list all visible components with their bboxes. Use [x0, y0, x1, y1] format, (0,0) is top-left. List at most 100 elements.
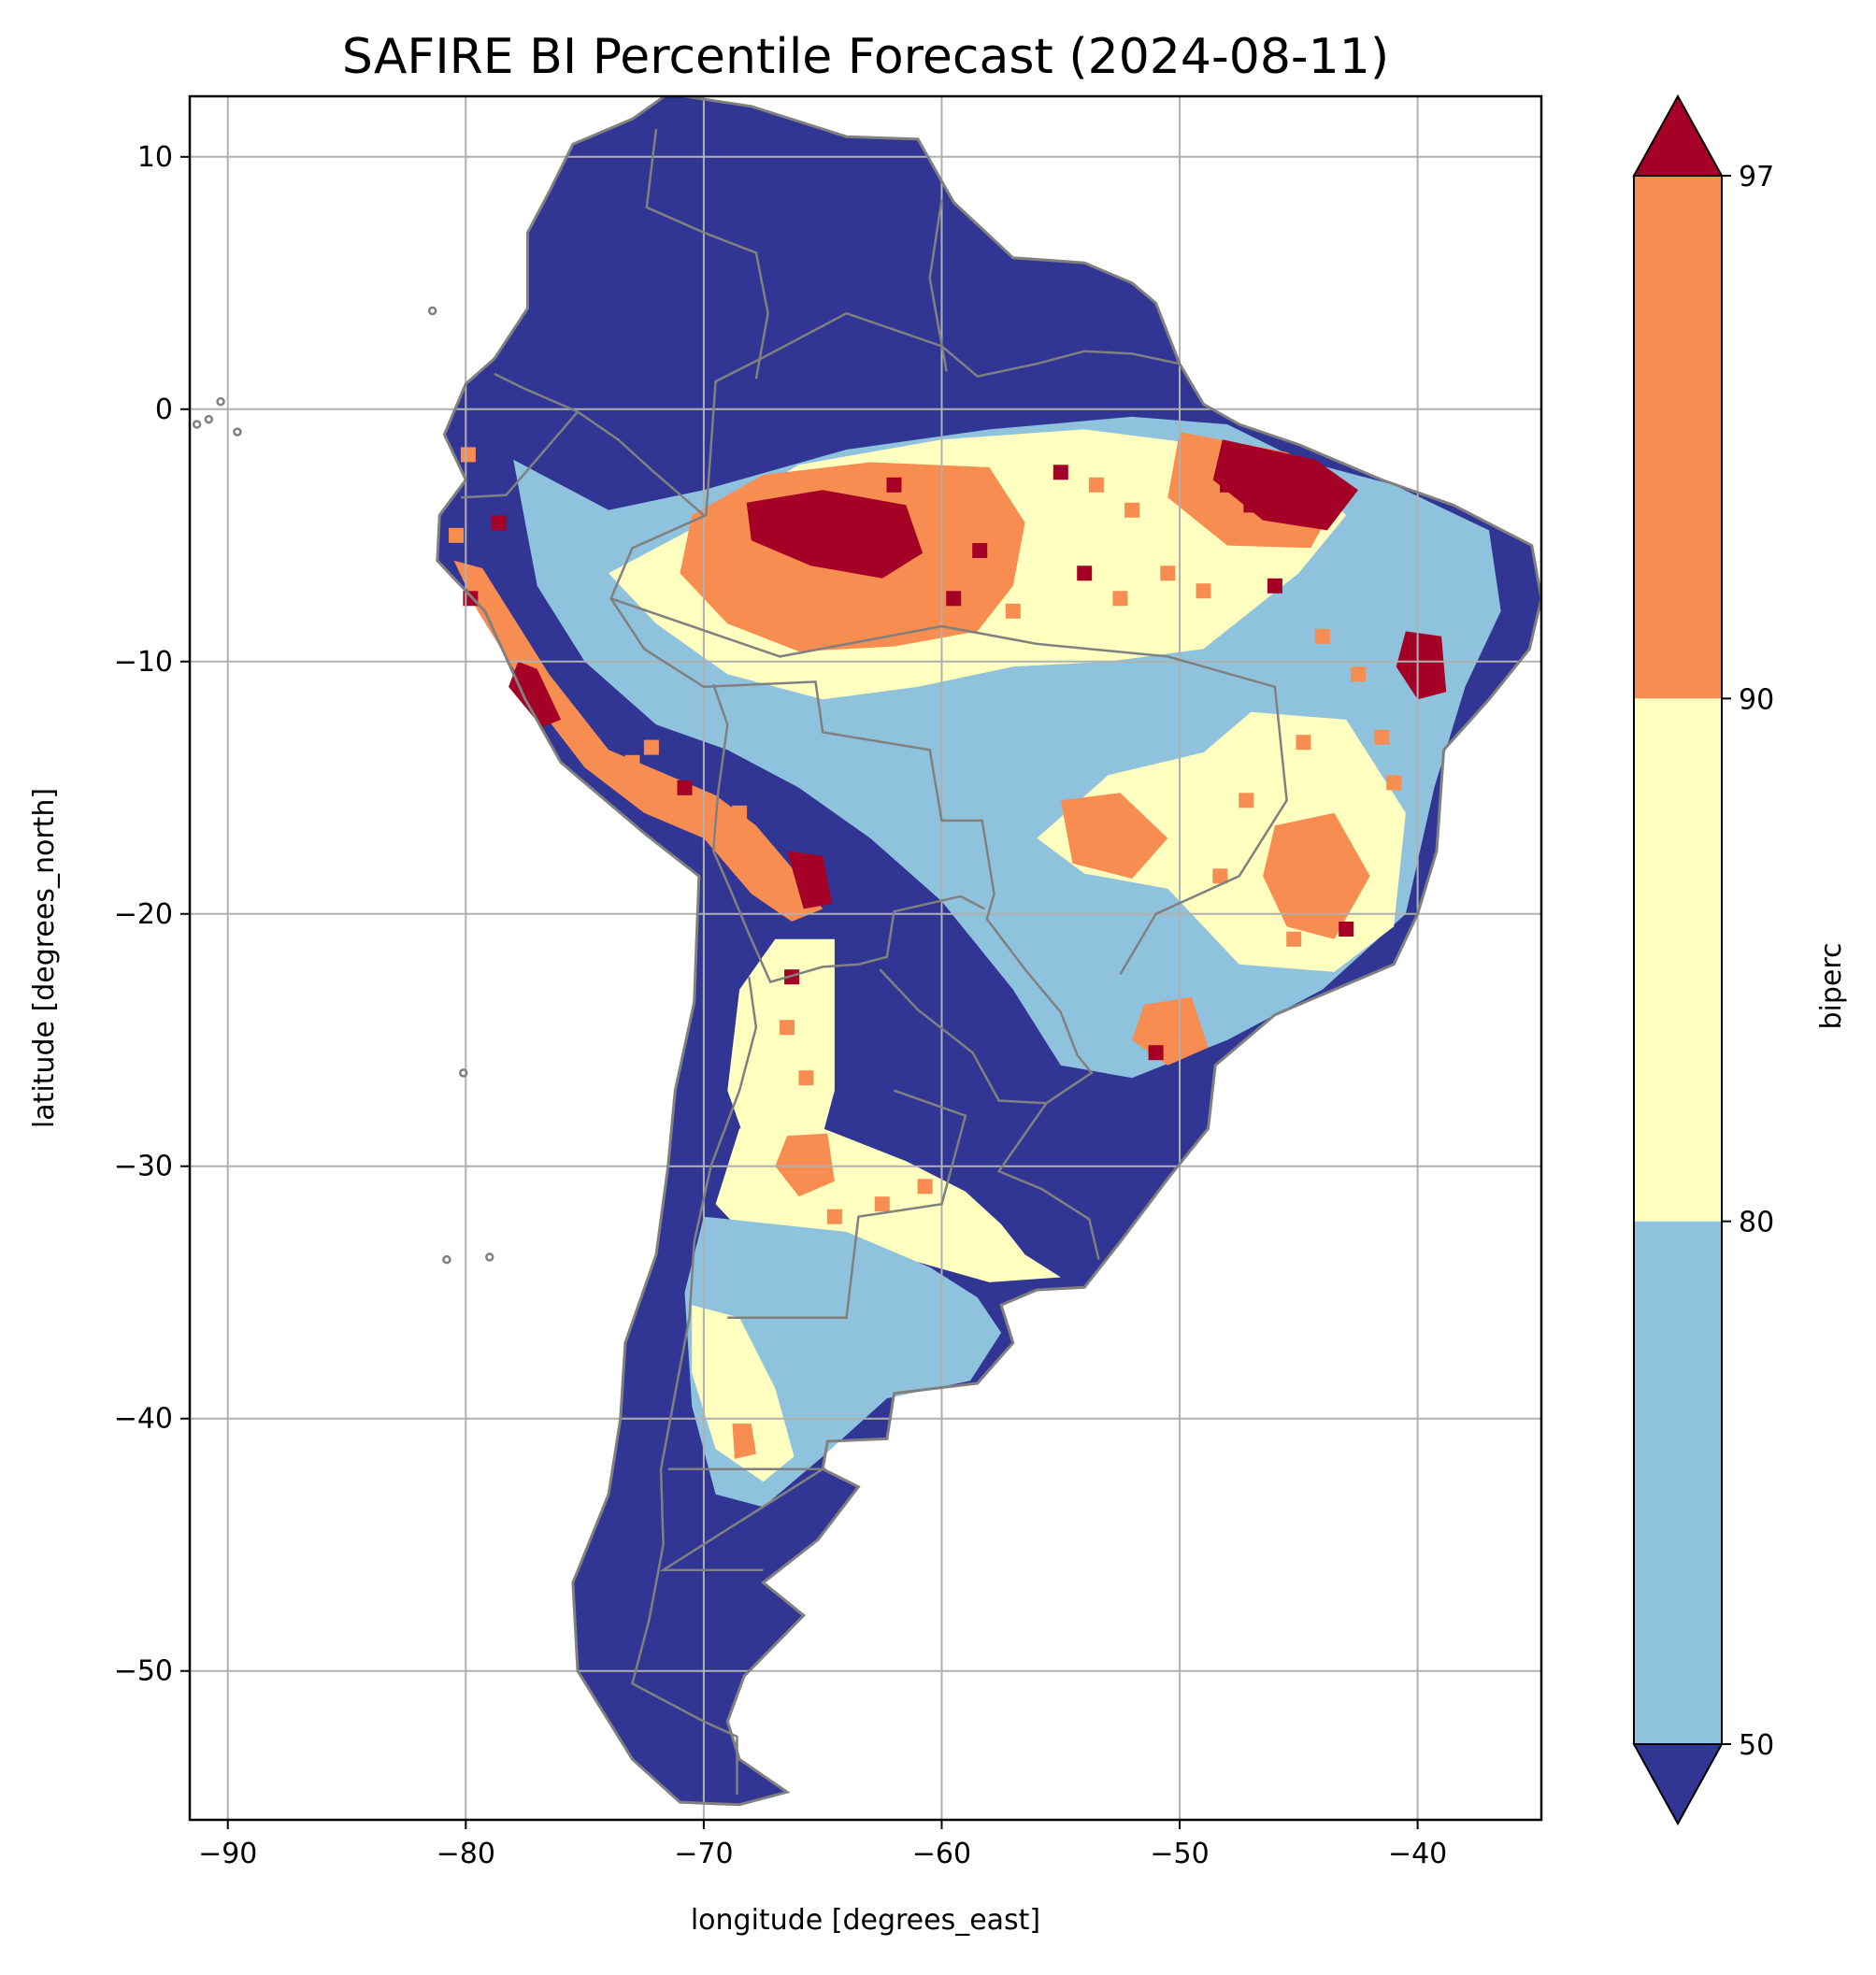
y-tick-label: −50	[114, 1655, 173, 1688]
y-tick-label: 0	[155, 394, 173, 426]
mato-grosso-orange	[1060, 793, 1168, 879]
border-brazil	[609, 311, 1181, 1260]
raster-speckle	[874, 1196, 890, 1212]
raster-speckle	[732, 805, 748, 821]
island	[485, 1252, 494, 1262]
y-tick-label: −40	[114, 1403, 173, 1436]
colorbar-bin	[1634, 176, 1722, 699]
raster-speckle	[1005, 603, 1021, 619]
x-tick-label: −50	[1150, 1838, 1209, 1870]
colorbar-frame	[1633, 175, 1723, 1745]
border-guianas	[928, 199, 948, 372]
x-axis: −90 −80 −70 −60 −50 −40	[198, 1820, 1447, 1870]
raster-speckle	[1112, 591, 1128, 607]
coastline	[436, 96, 1541, 1807]
map-area	[190, 96, 1541, 1820]
patagonia-yellow	[692, 1305, 795, 1482]
raster-speckle	[1351, 666, 1366, 682]
raster-speckle	[1296, 735, 1311, 751]
border-argentina-provinces	[727, 1089, 967, 1319]
raster-speckle	[1267, 578, 1282, 594]
border-brazil-states	[610, 597, 1288, 976]
raster-speckle	[946, 591, 962, 607]
y-tick-label: 10	[137, 141, 173, 174]
raster-speckle	[1314, 628, 1330, 644]
andes-hotspot	[508, 661, 562, 727]
raster-speckle	[460, 447, 476, 463]
x-tick-label: −70	[674, 1838, 733, 1870]
raster-speckle	[1262, 465, 1278, 480]
raster-speckle	[1220, 477, 1235, 493]
colorbar-tick-label: 90	[1739, 683, 1774, 716]
y-tick-label: −20	[114, 898, 173, 931]
raster-speckle	[643, 739, 659, 755]
border-argentina-south	[659, 1467, 827, 1571]
raster-speckle	[972, 543, 988, 558]
axes-frame	[188, 94, 1543, 1822]
raster-speckle	[1286, 931, 1302, 947]
raster-speckle	[492, 515, 507, 531]
raster-speckle	[886, 477, 902, 493]
minas-orange	[1263, 812, 1370, 939]
raster-speckle	[1386, 775, 1402, 791]
island	[192, 420, 202, 429]
raster-speckle	[1339, 922, 1354, 937]
raster-speckle	[1167, 1017, 1182, 1033]
chart-title: SAFIRE BI Percentile Forecast (2024-08-1…	[342, 29, 1389, 85]
andes-orange-north	[453, 560, 823, 922]
island	[233, 427, 242, 437]
island	[427, 306, 437, 316]
raster-speckle	[826, 1209, 842, 1224]
patagonia-orange	[732, 1424, 756, 1459]
raster-speckle	[917, 1179, 933, 1195]
colorbar-bin	[1634, 1221, 1722, 1744]
border-paraguay	[879, 968, 1047, 1105]
island	[459, 1068, 468, 1078]
raster-speckle	[1196, 583, 1211, 599]
x-tick-label: −60	[912, 1838, 971, 1870]
raster-speckle	[624, 754, 640, 770]
y-axis: 10 0 −10 −20 −30 −40 −50	[114, 141, 190, 1688]
raster-speckle	[463, 591, 479, 607]
raster-speckle	[1239, 793, 1254, 809]
raster-speckle	[1148, 1045, 1164, 1061]
island	[216, 396, 225, 407]
colorbar-extend-min	[1632, 1743, 1724, 1826]
raster-speckle	[677, 780, 693, 795]
y-tick-label: −30	[114, 1151, 173, 1183]
island	[204, 414, 214, 424]
x-tick-label: −90	[198, 1838, 257, 1870]
y-axis-label: latitude [degrees_north]	[28, 788, 61, 1128]
colorbar-tick-label: 80	[1739, 1207, 1774, 1239]
colorbar-bin	[1634, 698, 1722, 1222]
raster-speckle	[1160, 565, 1176, 581]
raster-speckle	[1124, 502, 1140, 518]
colorbar-extend-max	[1632, 93, 1724, 177]
western-amazon-hotspot	[746, 490, 924, 579]
colorbar-tick-label: 50	[1739, 1729, 1774, 1762]
colorbar: 50 80 90 97	[1632, 93, 1774, 1826]
border-colombia-venezuela	[645, 128, 769, 379]
bahia-hotspot	[1396, 631, 1447, 700]
bolivia-hotspot	[787, 851, 833, 909]
border-peru-colombia	[461, 409, 705, 517]
raster-speckle	[1212, 868, 1228, 884]
raster-speckle	[1088, 830, 1104, 846]
colorbar-label: biperc	[1815, 942, 1848, 1029]
raster-speckle	[803, 1153, 819, 1169]
border-chile-argentina	[631, 977, 758, 1795]
border-ecuador	[494, 372, 579, 413]
x-tick-label: −40	[1388, 1838, 1447, 1870]
raster-speckle	[1077, 565, 1093, 581]
y-tick-label: −10	[114, 646, 173, 679]
raster-speckle	[1374, 729, 1390, 745]
raster-speckle	[449, 527, 465, 543]
raster-speckle	[1088, 477, 1104, 493]
border-bolivia-peru	[711, 683, 985, 984]
raster-speckle	[1243, 497, 1259, 513]
raster-speckle	[798, 1070, 814, 1086]
x-axis-label: longitude [degrees_east]	[691, 1904, 1040, 1937]
x-tick-label: −80	[437, 1838, 495, 1870]
